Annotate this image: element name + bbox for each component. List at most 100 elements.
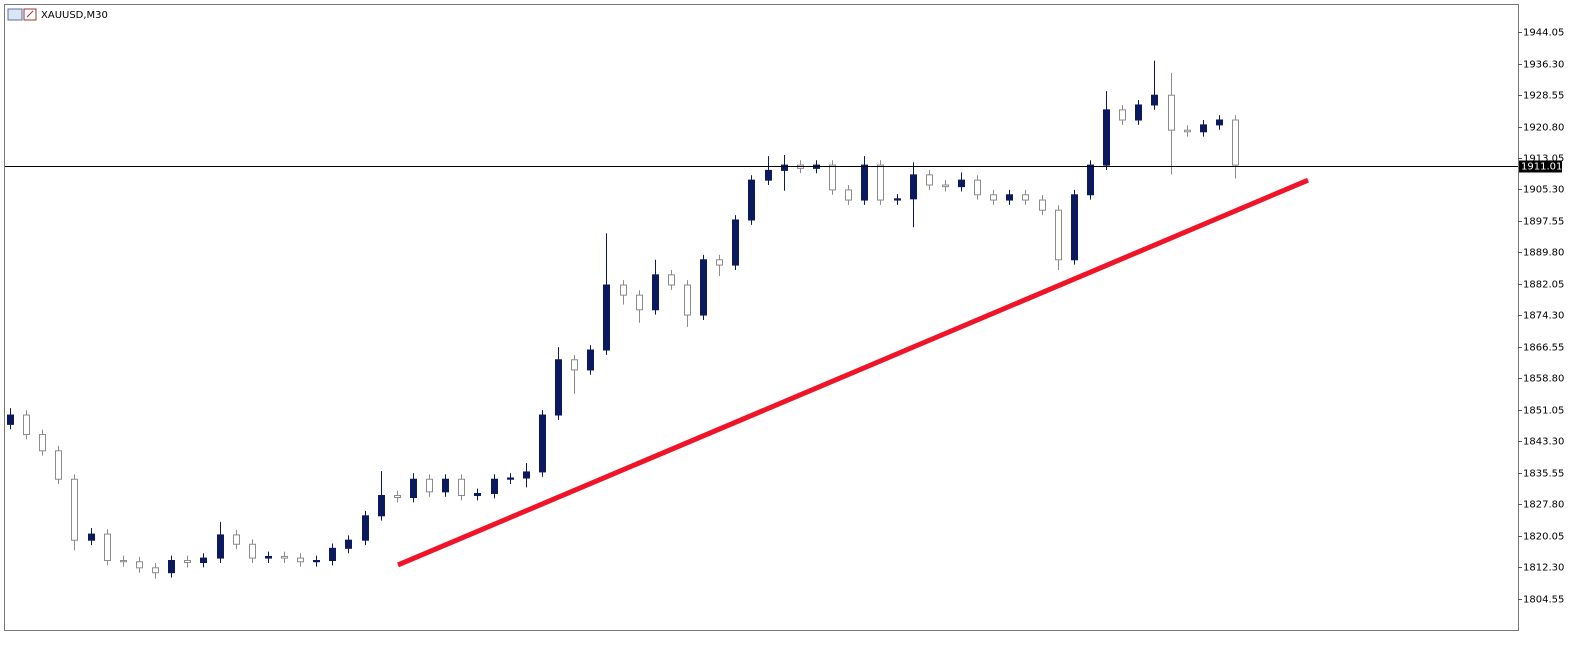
- candle-body: [571, 359, 578, 371]
- candle-body: [765, 169, 772, 181]
- candle-body: [620, 284, 627, 296]
- candle-body: [877, 164, 884, 201]
- candle-body: [1022, 194, 1029, 201]
- candle-body: [120, 560, 127, 563]
- symbol-icon: [7, 8, 37, 21]
- candle-body: [394, 494, 401, 499]
- y-tick-label: 1913.05: [1523, 154, 1564, 165]
- candle-body: [410, 478, 417, 499]
- y-tick-label: 1843.30: [1523, 437, 1564, 448]
- candle-body: [1151, 94, 1158, 106]
- y-tick-label: 1866.55: [1523, 343, 1564, 354]
- y-tick-label: 1928.55: [1523, 91, 1564, 102]
- candle-body: [345, 539, 352, 549]
- candle-body: [249, 543, 256, 559]
- candle-body: [152, 567, 159, 574]
- candle-body: [1216, 119, 1223, 126]
- y-tick-label: 1812.30: [1523, 563, 1564, 574]
- candle-body: [1168, 94, 1175, 131]
- candle-body: [603, 284, 610, 351]
- candle-body: [1135, 104, 1142, 121]
- y-tick-label: 1920.80: [1523, 123, 1564, 134]
- candle-body: [329, 547, 336, 562]
- candle-body: [184, 560, 191, 564]
- y-tick-label: 1944.05: [1523, 28, 1564, 39]
- chart-title: XAUUSD,M30: [41, 10, 108, 21]
- candle-body: [910, 174, 917, 200]
- candle-body: [507, 477, 514, 480]
- y-tick-label: 1874.30: [1523, 311, 1564, 322]
- candle-body: [200, 557, 207, 564]
- y-tick-label: 1905.30: [1523, 185, 1564, 196]
- candle-body: [990, 194, 997, 201]
- candle-body: [700, 259, 707, 316]
- candle-body: [39, 434, 46, 452]
- candle-body: [297, 557, 304, 563]
- candle-body: [233, 534, 240, 545]
- candle-body: [7, 414, 14, 425]
- plot-frame: [4, 4, 1519, 631]
- candle-body: [1006, 194, 1013, 201]
- trend-line: [397, 177, 1309, 568]
- candle-body: [958, 179, 965, 188]
- candle-body: [168, 560, 175, 574]
- current-price-box: [1519, 160, 1562, 173]
- candle-body: [1103, 109, 1110, 166]
- y-tick-label: 1835.55: [1523, 469, 1564, 480]
- candle-body: [1119, 109, 1126, 121]
- candle-body: [71, 478, 78, 541]
- candle-body: [88, 533, 95, 541]
- candle-body: [104, 533, 111, 562]
- candle-body: [684, 284, 691, 316]
- candle-body: [378, 494, 385, 517]
- y-tick-label: 1804.55: [1523, 595, 1564, 606]
- y-tick-label: 1897.55: [1523, 217, 1564, 228]
- y-tick-label: 1889.80: [1523, 248, 1564, 259]
- candle-body: [136, 561, 143, 569]
- candle-body: [716, 259, 723, 266]
- candle-body: [748, 179, 755, 221]
- candle-body: [1055, 209, 1062, 261]
- candle-body: [217, 534, 224, 559]
- candle-body: [1071, 194, 1078, 261]
- candle-body: [1232, 119, 1239, 166]
- candle-body: [555, 359, 562, 416]
- candle-body: [1200, 124, 1207, 133]
- candle-body: [442, 478, 449, 493]
- candle-body: [55, 450, 62, 480]
- candle-body: [861, 164, 868, 201]
- candle-body: [539, 414, 546, 473]
- candle-body: [474, 492, 481, 496]
- candle-body: [1087, 164, 1094, 196]
- y-tick-label: 1820.05: [1523, 532, 1564, 543]
- candle-body: [781, 164, 788, 171]
- candle-body: [829, 164, 836, 191]
- y-tick-label: 1851.05: [1523, 406, 1564, 417]
- candle-body: [942, 184, 949, 188]
- candles: [7, 60, 1239, 579]
- candle-body: [732, 219, 739, 266]
- y-tick-label: 1858.80: [1523, 374, 1564, 385]
- candle-body: [362, 515, 369, 541]
- candle-body: [1184, 129, 1191, 133]
- candle-body: [587, 349, 594, 371]
- candle-body: [926, 174, 933, 186]
- current-price-label: 1911.01: [1521, 162, 1562, 173]
- candle-body: [1039, 199, 1046, 211]
- candle-body: [668, 274, 675, 286]
- candle-body: [894, 198, 901, 201]
- y-tick-label: 1827.80: [1523, 500, 1564, 511]
- candle-body: [265, 555, 272, 559]
- candle-body: [426, 478, 433, 493]
- candle-body: [636, 294, 643, 311]
- candle-body: [974, 179, 981, 196]
- candle-body: [313, 560, 320, 563]
- candle-body: [652, 274, 659, 311]
- candle-body: [523, 471, 530, 479]
- y-tick-label: 1882.05: [1523, 280, 1564, 291]
- candle-body: [23, 414, 30, 436]
- candle-body: [281, 555, 288, 559]
- y-tick-label: 1936.30: [1523, 60, 1564, 71]
